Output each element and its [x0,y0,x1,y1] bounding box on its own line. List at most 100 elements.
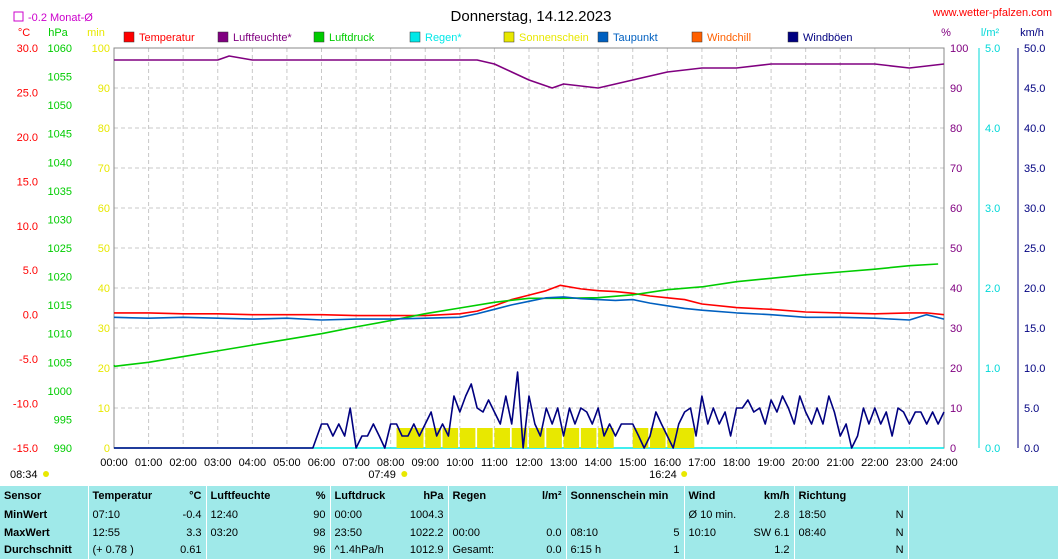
row-label: MaxWert [4,526,50,539]
temp-tick-label: 10.0 [17,221,38,233]
pressure-tick-label: 1000 [48,386,72,398]
sunset-icon [681,471,688,477]
temp-tick-label: 30.0 [17,43,38,55]
rain-tick-label: 0.0 [985,443,1000,455]
wind-unit-label: km/h [1020,27,1044,39]
row-label: Durchschnitt [4,544,72,557]
wind-time: Ø 10 min. [683,506,739,525]
press-value: 1022.2 [409,526,444,539]
weather-chart: 00:00 01:00 02:00 03:00 04:00 05:00 06:00 07:00… [10,7,1052,481]
x-tick-label: 06:00 [308,457,336,469]
header-sun: Sonnenschein min [565,486,685,507]
humidity-tick-label: 80 [950,123,962,135]
sunset-label: 16:24 [649,469,677,481]
temp-tick-label: 5.0 [23,265,38,277]
rain-tick-label: 3.0 [985,203,1000,215]
sunrise-label: 07:49 [368,469,396,481]
x-tick-label: 21:00 [826,457,854,469]
temp-tick-label: 15.0 [17,176,38,188]
header-press-unit: hPa [423,490,444,503]
minutes-tick-label: 0 [104,443,110,455]
temp-unit-label: °C [18,27,30,39]
legend-swatch [123,31,135,43]
temp-time: (+ 0.78 ) [87,541,152,559]
x-tick-label: 23:00 [896,457,924,469]
pressure-unit-label: hPa [48,27,68,39]
legend-swatch [409,31,421,43]
plot-grid [114,48,944,448]
row-label: MinWert [4,509,48,522]
rain-tick-label: 2.0 [985,283,1000,295]
humidity-tick-label: 20 [950,363,962,375]
rain-time [447,506,510,525]
pressure-tick-label: 990 [54,443,72,455]
pressure-tick-label: 1005 [48,357,72,369]
rain-value: 0.0 [546,526,562,539]
x-tick-label: 09:00 [411,457,439,469]
pressure-tick-label: 1040 [48,157,72,169]
sunrise-icon [401,471,408,477]
humidity-tick-label: 0 [950,443,956,455]
rain-value [510,507,566,524]
minutes-tick-label: 50 [98,243,110,255]
hum-time: 03:20 [205,524,272,542]
temp-value: 3.3 [186,526,202,539]
x-tick-label: 01:00 [135,457,163,469]
wind-tick-label: 40.0 [1024,123,1045,135]
temp-tick-label: 0.0 [23,310,38,322]
sunshine-bar [546,428,562,448]
hum-value: 90 [313,509,326,522]
pressure-tick-label: 1035 [48,186,72,198]
morning-marker-label: 08:34 [10,469,38,481]
legend-label: Taupunkt [613,32,658,44]
wind-tick-label: 30.0 [1024,203,1045,215]
sunshine-bar [598,428,614,448]
wind-time: 10:10 [683,524,739,542]
wind-tick-label: 45.0 [1024,83,1045,95]
press-value: 1004.3 [409,509,444,522]
x-tick-label: 10:00 [446,457,474,469]
hum-value: 98 [313,526,326,539]
source-link[interactable]: www.wetter-pfalzen.com [932,7,1052,19]
dir-time: 18:50 [793,506,855,525]
pressure-tick-label: 1050 [48,100,72,112]
header-temp: Temperatur [87,486,152,507]
hum-value: 96 [313,544,326,557]
x-tick-label: 11:00 [481,457,508,469]
press-time: 00:00 [329,506,392,525]
x-tick-label: 05:00 [273,457,301,469]
rain-unit-label: l/m² [981,27,1000,39]
minutes-tick-label: 60 [98,203,110,215]
sun-time [565,506,636,525]
legend-label: Windchill [707,32,751,44]
temp-tick-label: -10.0 [13,399,38,411]
legend: Temperatur Luftfeuchte* Luftdruck Regen* Son… [123,31,853,44]
dir-value: N [895,509,904,522]
axes-layer: 00:00 01:00 02:00 03:00 04:00 05:00 06:00 07:00… [10,27,1045,481]
wind-tick-label: 20.0 [1024,283,1045,295]
x-tick-label: 18:00 [723,457,751,469]
sunshine-bar [494,428,510,448]
stats-table: Sensor Temperatur °C Luftfeuchte % Luftd… [0,486,1058,559]
sunshine-bar [407,428,424,448]
sun-value: 5 [673,526,680,539]
x-tick-label: 22:00 [861,457,889,469]
temp-value: -0.4 [182,509,202,522]
wind-tick-label: 10.0 [1024,363,1045,375]
rain-time: Gesamt: [447,541,510,559]
wind-tick-label: 50.0 [1024,43,1045,55]
temp-value: 0.61 [180,544,202,557]
humidity-tick-label: 50 [950,243,962,255]
legend-swatch [597,31,609,43]
temp-tick-label: 25.0 [17,87,38,99]
x-tick-label: 14:00 [584,457,612,469]
minutes-tick-label: 100 [92,43,110,55]
sun-time: 6:15 h [565,541,636,559]
x-tick-label: 17:00 [688,457,716,469]
hum-time: 12:40 [205,506,272,525]
legend-label: Luftfeuchte* [233,32,292,44]
windböen-line [114,371,945,449]
monthly-avg-label: -0.2 Monat-Ø [28,12,93,24]
x-tick-label: 19:00 [757,457,785,469]
sun-time: 08:10 [565,524,636,542]
